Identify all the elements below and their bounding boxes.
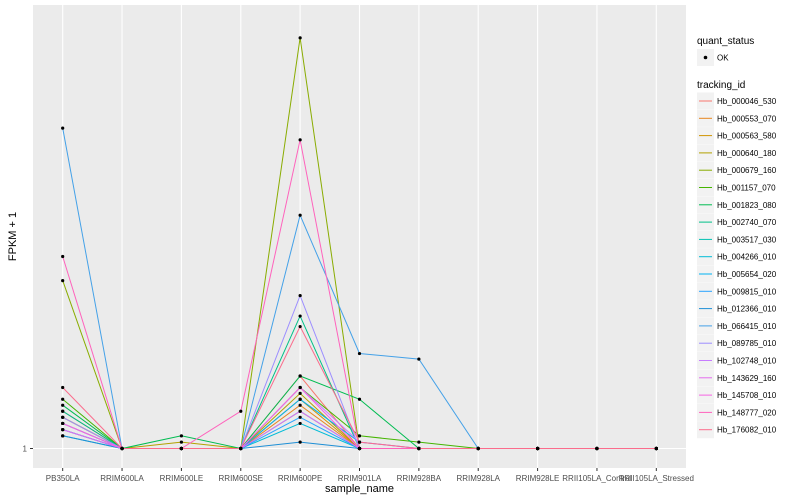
shape-legend-title: quant_status [697, 36, 754, 47]
data-point [298, 391, 302, 395]
legend-label: Hb_000553_070 [717, 114, 777, 123]
data-point [476, 446, 480, 451]
data-point [179, 446, 184, 451]
legend-label: Hb_102748_010 [717, 357, 777, 366]
x-tick-label: RRIM600SE [219, 474, 263, 483]
data-point [357, 397, 362, 401]
legend: quant_status OK tracking_id Hb_000046_53… [697, 36, 777, 439]
data-point [61, 385, 65, 390]
legend-label: Hb_145708_010 [717, 391, 777, 400]
data-point [595, 446, 599, 451]
legend-label: Hb_002740_070 [717, 218, 777, 227]
data-point [61, 254, 65, 259]
data-point [61, 434, 65, 438]
data-point [61, 397, 65, 401]
grid-lines [33, 5, 686, 468]
data-point [357, 446, 362, 451]
data-point [61, 415, 65, 419]
data-point [417, 446, 421, 451]
legend-label: Hb_089785_010 [717, 339, 777, 348]
legend-label: Hb_176082_010 [717, 426, 777, 435]
data-point [417, 357, 421, 361]
data-point [298, 440, 302, 444]
x-axis: PB350LA RRIM600LA RRIM600LE RRIM600SE RRIM60… [46, 468, 694, 483]
data-point [298, 385, 302, 390]
color-legend-items: Hb_000046_530 Hb_000553_070 Hb_000563_580 H… [697, 92, 777, 439]
legend-label: Hb_001823_080 [717, 201, 777, 210]
data-point [239, 446, 243, 451]
legend-label: OK [717, 54, 729, 63]
data-point [654, 446, 658, 451]
data-point [61, 403, 65, 407]
legend-label: Hb_005654_020 [717, 270, 777, 279]
x-tick-label: RRIM928LA [456, 474, 500, 483]
legend-label: Hb_001157_070 [717, 184, 776, 193]
data-point [298, 415, 302, 419]
x-tick-label: RRIM600LA [100, 474, 144, 483]
legend-label: Hb_066415_010 [717, 322, 777, 331]
data-point [298, 409, 302, 413]
data-point [298, 36, 302, 40]
x-tick-label: RRIM928LE [516, 474, 560, 483]
legend-label: Hb_143629_160 [717, 374, 777, 383]
x-axis-title: sample_name [325, 483, 394, 495]
data-points [61, 36, 658, 451]
data-point [298, 324, 302, 329]
legend-label: Hb_000640_180 [717, 149, 777, 158]
data-point [298, 293, 302, 298]
x-tick-label: RRIM928BA [397, 474, 442, 483]
x-tick-label: RRII105LA_Control [562, 474, 632, 483]
legend-label: Hb_148777_020 [717, 408, 777, 417]
data-point [298, 213, 302, 217]
x-tick-label: PB350LA [46, 474, 80, 483]
data-point [61, 409, 65, 413]
data-point [298, 314, 302, 318]
data-point [179, 440, 184, 444]
data-point [357, 351, 362, 356]
legend-point-key [703, 55, 708, 60]
data-point [61, 421, 65, 426]
data-point [120, 446, 124, 451]
data-point [298, 374, 302, 378]
color-legend-title: tracking_id [697, 80, 745, 91]
legend-label: Hb_000046_530 [717, 97, 777, 106]
data-point [239, 409, 243, 413]
data-point [298, 421, 302, 426]
data-point [298, 403, 302, 407]
y-tick-label: 1 [23, 445, 28, 454]
legend-label: Hb_004266_010 [717, 253, 777, 262]
legend-label: Hb_009815_010 [717, 287, 777, 296]
data-point [417, 440, 421, 444]
data-point [61, 279, 65, 283]
data-point [298, 397, 302, 401]
legend-label: Hb_003517_030 [717, 235, 777, 244]
data-point [179, 434, 184, 438]
data-point [357, 440, 362, 444]
legend-label: Hb_012366_010 [717, 305, 777, 314]
y-axis-title: FPKM + 1 [7, 212, 19, 261]
data-point [357, 434, 362, 438]
x-tick-label: RRIM901LA [338, 474, 382, 483]
legend-label: Hb_000563_580 [717, 132, 777, 141]
data-point [535, 446, 540, 451]
data-point [61, 126, 65, 130]
shape-legend-items: OK [697, 49, 729, 66]
data-point [61, 427, 65, 432]
y-axis: 1 [23, 445, 33, 454]
x-tick-label: RRIM600LE [160, 474, 204, 483]
legend-label: Hb_000679_160 [717, 166, 777, 175]
data-point [298, 138, 302, 142]
x-tick-label: RRII105LA_Stressed [619, 474, 694, 483]
x-tick-label: RRIM600PE [278, 474, 322, 483]
